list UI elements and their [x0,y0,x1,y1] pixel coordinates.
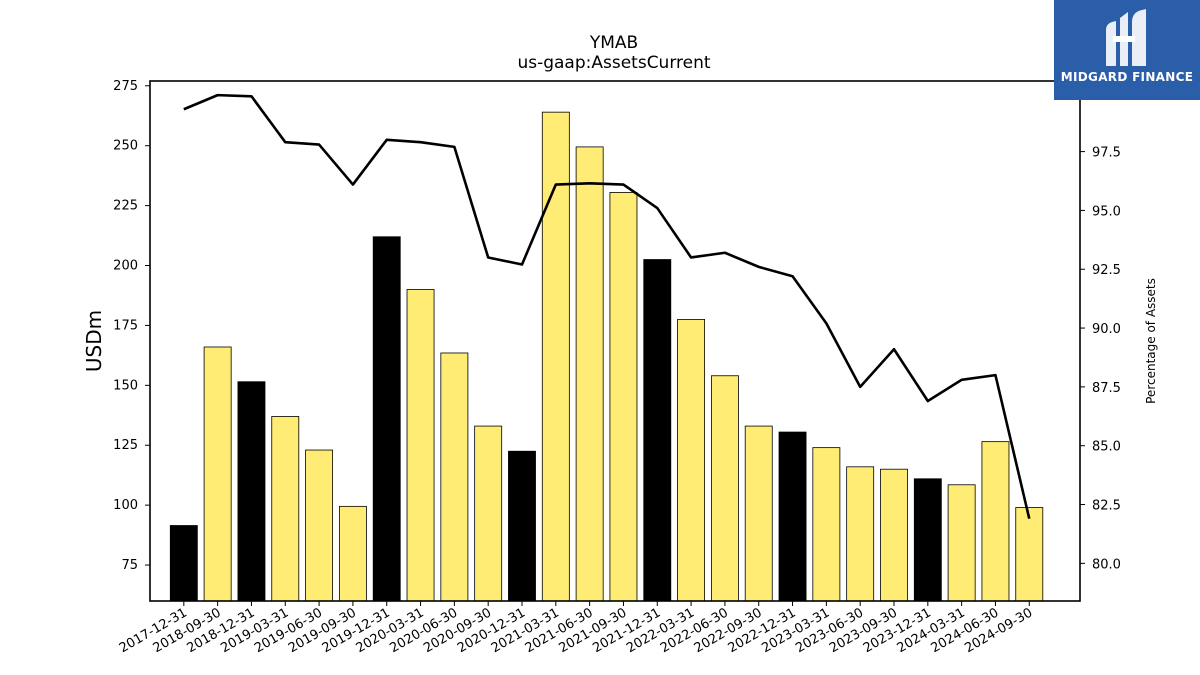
line-series [183,93,1031,519]
bar-2020-12-31 [508,450,536,602]
bar-2017-12-31 [169,525,198,602]
bar-2020-03-31 [406,289,435,602]
bar-series [169,111,1044,602]
bar-2019-06-30 [305,449,334,602]
bar-2020-09-30 [474,425,503,602]
y2-tick-label: 90.0 [1092,322,1121,337]
bar-2024-09-30 [1015,507,1044,602]
y2-tick-label: 92.5 [1092,263,1121,278]
y-tick-label: 250 [113,139,138,154]
y2-tick-label: 85.0 [1092,440,1121,455]
y2-tick-label: 97.5 [1092,146,1121,161]
bar-2018-09-30 [203,346,232,602]
y-tick-label: 200 [113,259,138,274]
bar-2021-09-30 [609,192,638,602]
bar-2020-06-30 [440,352,469,602]
y2-tick-label: 80.0 [1092,557,1121,572]
bar-2023-12-31 [913,478,942,602]
y-tick-label: 225 [113,199,138,214]
y-tick-label: 125 [113,438,138,453]
chart-subtitle: us-gaap:AssetsCurrent [517,53,710,73]
bar-2022-09-30 [744,425,773,602]
y-tick-label: 275 [113,79,138,94]
logo-text: MIDGARD FINANCE [1060,70,1194,84]
bar-2021-12-31 [643,259,672,602]
bar-2024-03-31 [947,484,976,602]
y2-tick-label: 82.5 [1092,499,1121,514]
bar-2022-12-31 [778,431,807,602]
line-series-path [183,93,1031,519]
plot-frame [149,80,1081,602]
midgard-finance-logo: MIDGARD FINANCE [1054,0,1200,100]
chart-title: YMAB [589,33,638,53]
bar-2019-09-30 [338,505,367,602]
bar-2024-06-30 [981,441,1010,602]
bar-2023-03-31 [812,447,841,602]
bar-2022-03-31 [677,319,706,602]
bar-2022-06-30 [710,375,739,602]
bar-2019-12-31 [372,236,401,602]
y2-tick-label: 87.5 [1092,381,1121,396]
bar-2021-06-30 [575,146,604,602]
x-axis: 2017-12-312018-09-302018-12-312019-03-31… [117,601,1035,656]
y-tick-label: 175 [113,318,138,333]
y-tick-label: 100 [113,498,138,513]
y-axis-left: 75 100 125 150 175 200 225 250 275 [113,79,150,573]
midgard-logo-icon [1106,9,1146,66]
bar-2019-03-31 [271,416,300,602]
bar-2021-03-31 [541,111,570,602]
y-tick-label: 150 [113,378,138,393]
bar-2023-09-30 [880,468,908,602]
y-axis-label: USDm [82,310,106,372]
y-tick-label: 75 [121,558,138,573]
y2-tick-label: 95.0 [1092,204,1121,219]
y2-axis-label: Percentage of Assets [1144,278,1158,404]
bar-2023-06-30 [846,466,875,602]
bar-2018-12-31 [237,381,266,602]
